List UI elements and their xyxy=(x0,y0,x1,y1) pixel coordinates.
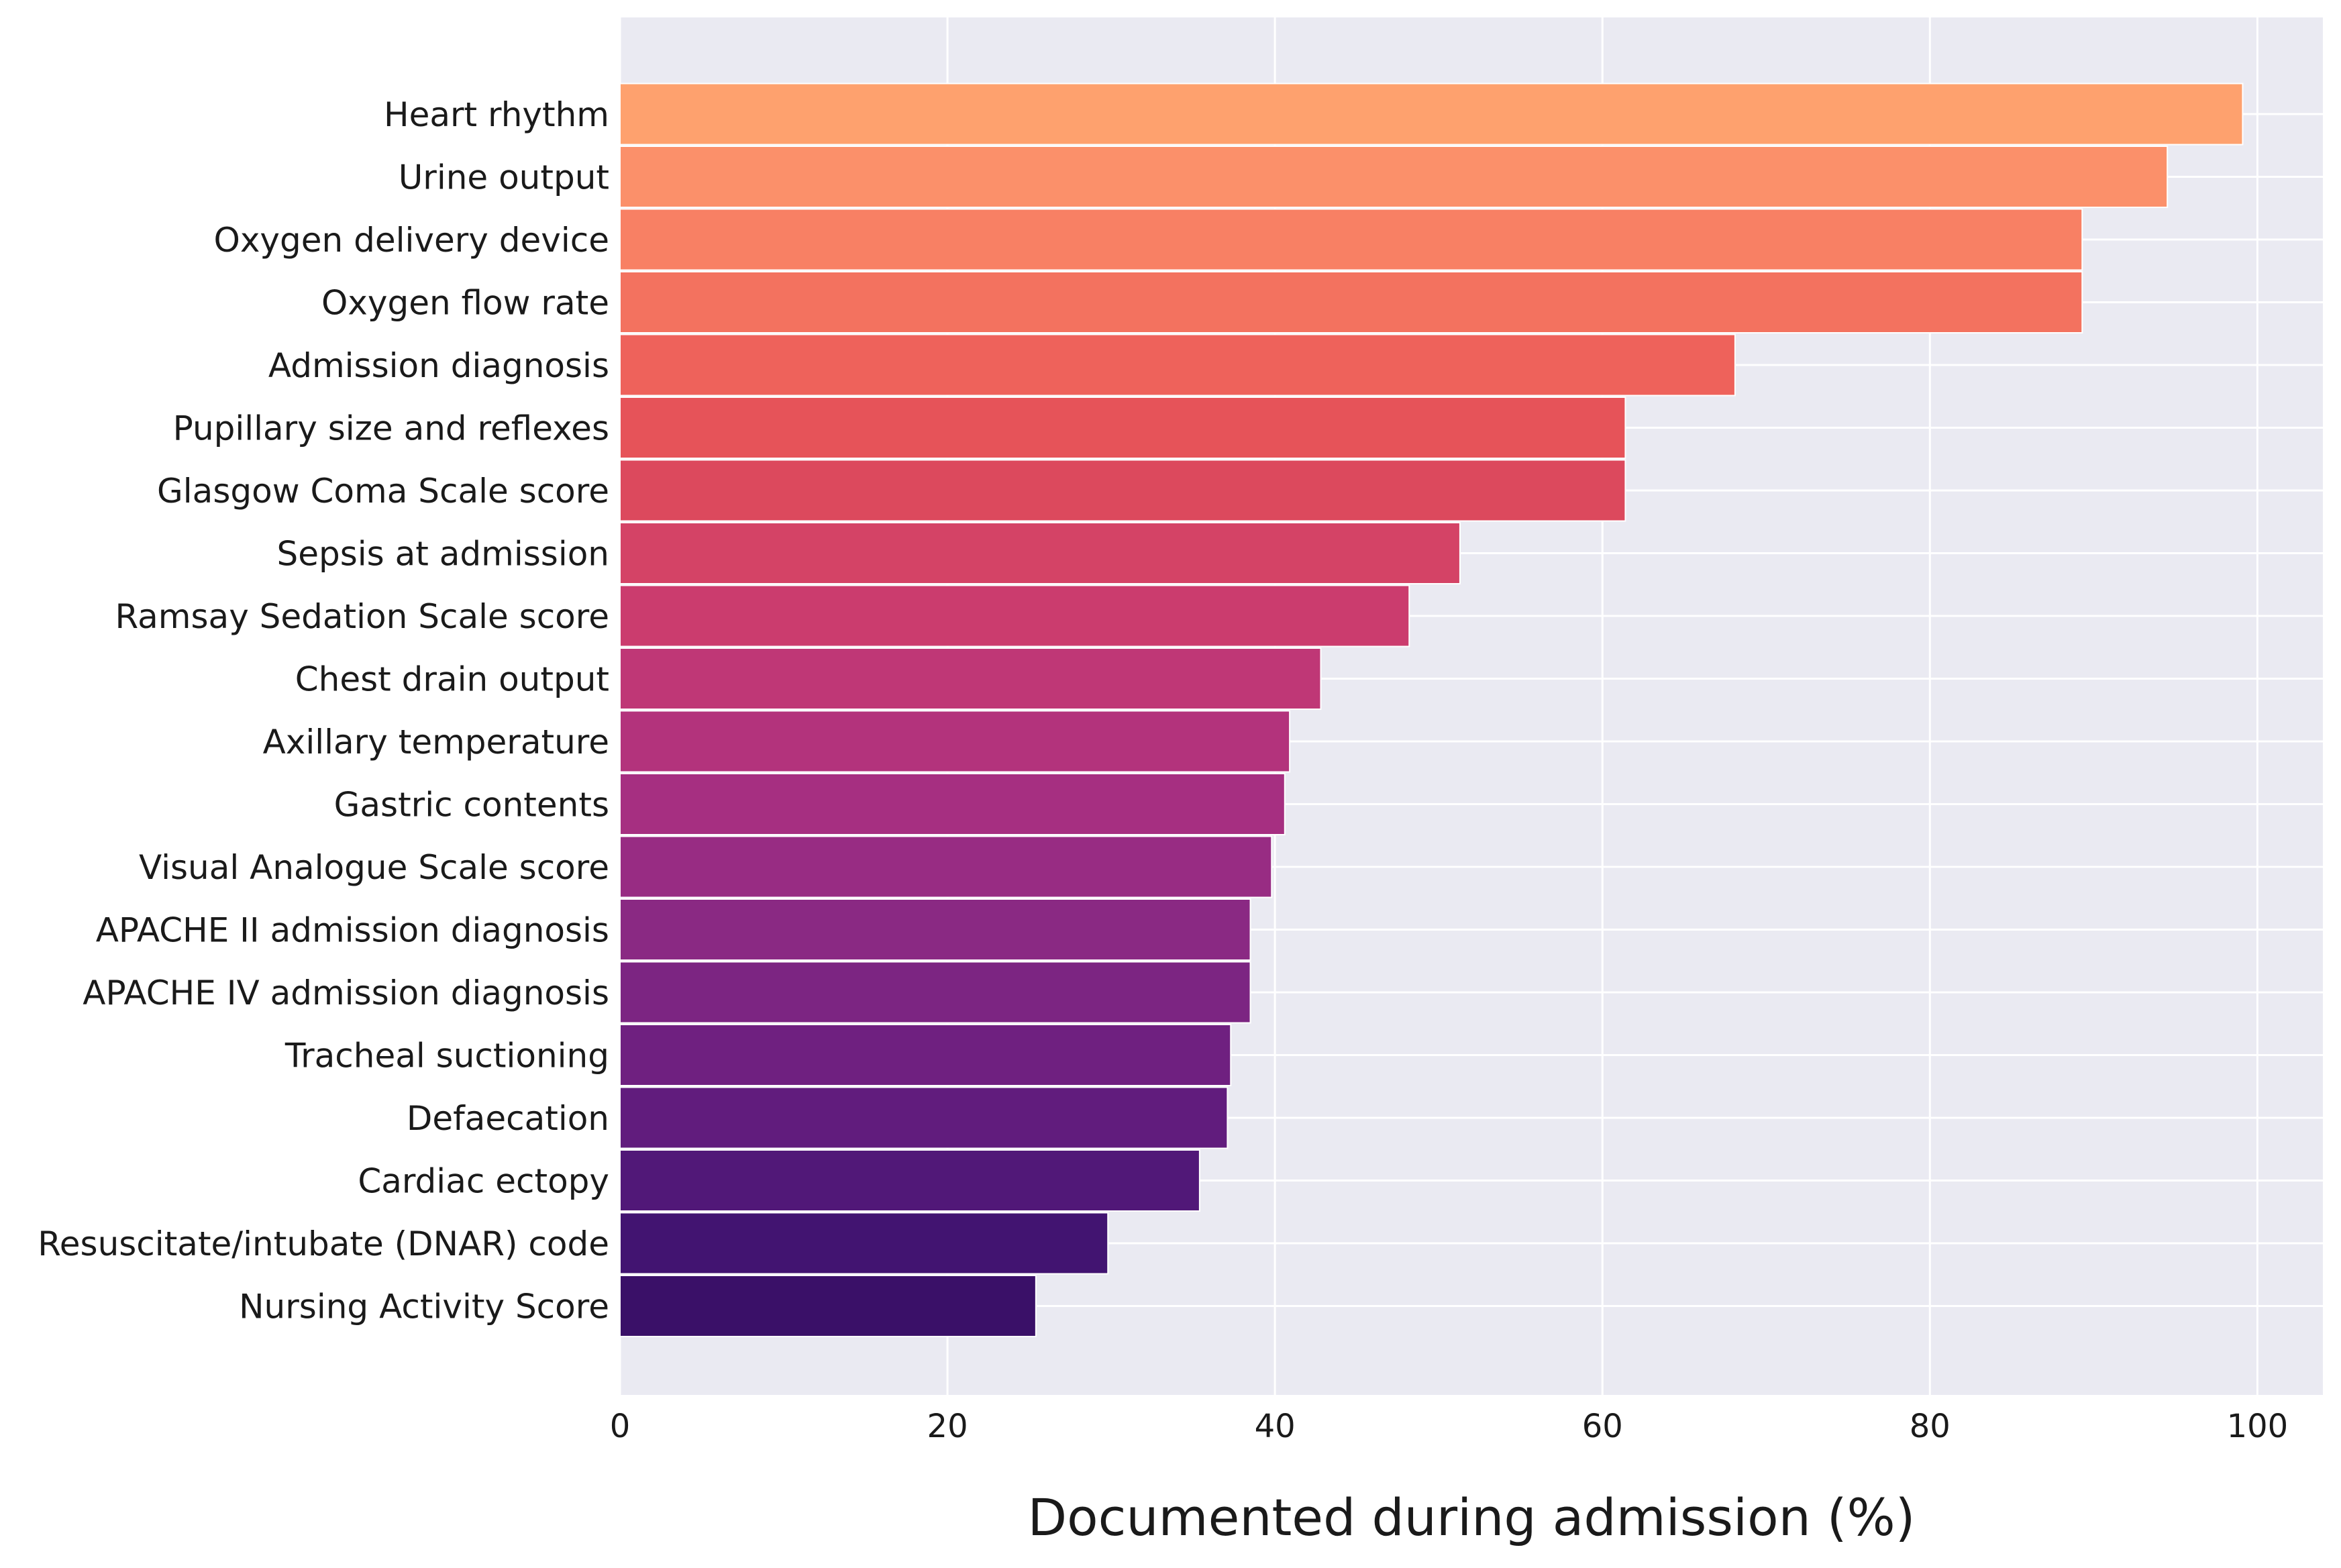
bar xyxy=(619,522,1461,584)
x-tick-label: 60 xyxy=(1582,1408,1623,1445)
category-label: Visual Analogue Scale score xyxy=(139,848,609,887)
category-label: Pupillary size and reflexes xyxy=(173,409,609,448)
category-labels: Heart rhythm Urine output Oxygen delivery … xyxy=(38,95,609,1326)
category-label: Ramsay Sedation Scale score xyxy=(115,597,609,636)
x-tick-label: 0 xyxy=(610,1408,631,1445)
bar xyxy=(619,1024,1232,1086)
bar xyxy=(619,1149,1200,1212)
x-tick-labels: 0 20 40 60 80 100 xyxy=(610,1408,2288,1445)
category-label: Glasgow Coma Scale score xyxy=(157,472,609,511)
bar xyxy=(619,208,2083,271)
bar xyxy=(619,271,2083,333)
category-label: APACHE IV admission diagnosis xyxy=(83,974,609,1012)
category-label: Chest drain output xyxy=(295,660,609,699)
category-label: Cardiac ectopy xyxy=(358,1162,609,1201)
bar xyxy=(619,397,1626,459)
x-tick-label: 40 xyxy=(1255,1408,1296,1445)
bar xyxy=(619,1212,1109,1275)
category-label: Tracheal suctioning xyxy=(284,1037,609,1076)
category-label: APACHE II admission diagnosis xyxy=(96,911,609,950)
category-label: Sepsis at admission xyxy=(276,535,609,574)
category-label: Axillary temperature xyxy=(263,723,609,762)
category-label: Oxygen flow rate xyxy=(321,284,609,323)
bar xyxy=(619,83,2244,146)
x-axis-title: Documented during admission (%) xyxy=(1028,1487,1916,1547)
bar xyxy=(619,898,1251,961)
category-label: Gastric contents xyxy=(334,786,609,825)
bar xyxy=(619,647,1322,710)
bar xyxy=(619,584,1410,647)
bar xyxy=(619,835,1273,898)
bar xyxy=(619,146,2169,208)
x-tick-label: 80 xyxy=(1910,1408,1950,1445)
bar xyxy=(619,773,1286,835)
bar xyxy=(619,1275,1037,1337)
bar xyxy=(619,710,1291,773)
category-label: Admission diagnosis xyxy=(268,346,609,385)
bar xyxy=(619,333,1736,397)
category-label: Heart rhythm xyxy=(384,95,609,134)
bar xyxy=(619,1086,1229,1149)
category-label: Nursing Activity Score xyxy=(239,1288,609,1326)
bar xyxy=(619,961,1251,1024)
x-tick-label: 100 xyxy=(2227,1408,2289,1445)
category-label: Urine output xyxy=(399,158,609,197)
category-label: Defaecation xyxy=(407,1099,609,1138)
category-label: Resuscitate/intubate (DNAR) code xyxy=(38,1224,609,1263)
bar xyxy=(619,459,1626,522)
bars xyxy=(619,83,2244,1337)
category-label: Oxygen delivery device xyxy=(213,221,609,260)
x-tick-label: 20 xyxy=(927,1408,968,1445)
